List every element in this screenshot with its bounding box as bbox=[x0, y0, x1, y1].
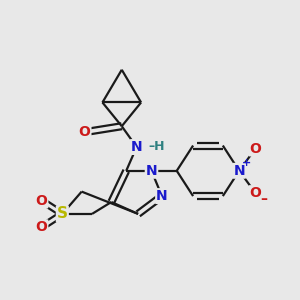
Text: N: N bbox=[233, 164, 245, 178]
Text: –H: –H bbox=[148, 140, 164, 153]
Text: S: S bbox=[57, 206, 68, 221]
Text: O: O bbox=[250, 142, 262, 155]
Text: –: – bbox=[260, 192, 267, 206]
Text: O: O bbox=[36, 220, 47, 234]
Text: O: O bbox=[250, 186, 262, 200]
Text: +: + bbox=[242, 158, 251, 168]
Text: N: N bbox=[156, 189, 168, 203]
Text: N: N bbox=[131, 140, 142, 154]
Text: N: N bbox=[146, 164, 157, 178]
Text: O: O bbox=[79, 125, 91, 139]
Text: O: O bbox=[36, 194, 47, 208]
